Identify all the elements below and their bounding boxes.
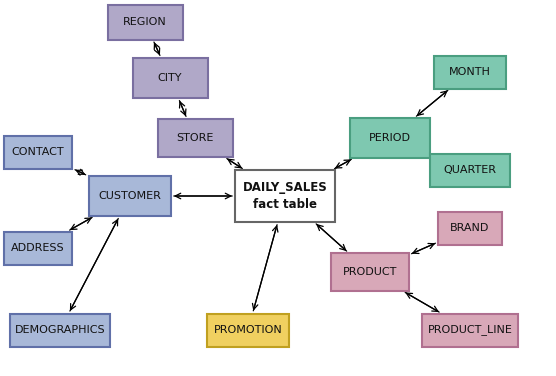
FancyBboxPatch shape [4, 232, 72, 264]
Text: ADDRESS: ADDRESS [11, 243, 65, 253]
Text: DAILY_SALES
fact table: DAILY_SALES fact table [242, 182, 327, 211]
Text: PERIOD: PERIOD [369, 133, 411, 143]
FancyBboxPatch shape [207, 314, 289, 347]
FancyBboxPatch shape [4, 135, 72, 168]
Text: CONTACT: CONTACT [12, 147, 64, 157]
FancyBboxPatch shape [430, 153, 510, 186]
Text: REGION: REGION [123, 17, 167, 27]
Text: CITY: CITY [158, 73, 182, 83]
FancyBboxPatch shape [132, 58, 207, 98]
FancyBboxPatch shape [438, 211, 502, 244]
FancyBboxPatch shape [331, 253, 409, 291]
FancyBboxPatch shape [422, 314, 518, 347]
Text: CUSTOMER: CUSTOMER [98, 191, 161, 201]
Text: PRODUCT_LINE: PRODUCT_LINE [428, 324, 513, 335]
Text: PROMOTION: PROMOTION [214, 325, 282, 335]
Text: PRODUCT: PRODUCT [343, 267, 397, 277]
Text: DEMOGRAPHICS: DEMOGRAPHICS [14, 325, 105, 335]
FancyBboxPatch shape [350, 118, 430, 158]
FancyBboxPatch shape [10, 314, 110, 347]
FancyBboxPatch shape [157, 119, 232, 157]
FancyBboxPatch shape [235, 170, 335, 222]
FancyBboxPatch shape [107, 5, 182, 39]
Text: QUARTER: QUARTER [444, 165, 497, 175]
FancyBboxPatch shape [434, 56, 506, 88]
FancyBboxPatch shape [89, 176, 171, 216]
Text: BRAND: BRAND [450, 223, 490, 233]
Text: MONTH: MONTH [449, 67, 491, 77]
Text: STORE: STORE [176, 133, 214, 143]
